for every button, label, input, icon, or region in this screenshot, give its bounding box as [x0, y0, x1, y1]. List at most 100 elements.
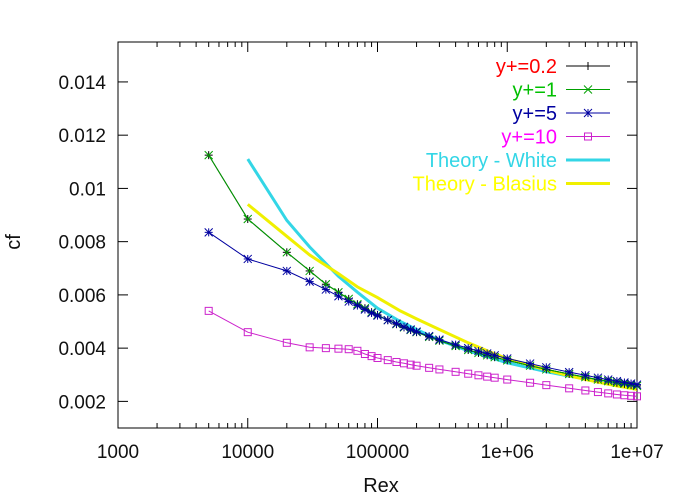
square-marker — [435, 365, 444, 374]
square-marker — [593, 388, 602, 397]
square-marker — [406, 360, 415, 369]
x-tick-label: 1e+06 — [481, 442, 534, 463]
star-marker — [525, 359, 535, 368]
star-marker — [451, 340, 460, 350]
square-marker — [305, 343, 314, 352]
star-marker — [474, 346, 483, 356]
series-line — [246, 203, 638, 391]
star-marker — [612, 376, 622, 386]
star-marker — [373, 311, 382, 321]
x-tick-label: 1e+07 — [610, 442, 663, 463]
square-marker — [565, 384, 574, 393]
square-marker — [627, 391, 636, 400]
square-marker — [584, 132, 592, 141]
square-marker — [321, 344, 330, 353]
legend-item: y+=10 — [501, 127, 610, 149]
square-marker — [392, 357, 401, 366]
square-marker — [353, 346, 362, 355]
square-marker — [451, 367, 460, 376]
star-marker — [632, 380, 642, 389]
star-marker — [334, 291, 343, 301]
square-marker — [604, 389, 613, 398]
series-line — [208, 231, 638, 386]
star-marker — [406, 325, 415, 334]
series-theory-blasius — [246, 203, 638, 391]
square-marker — [412, 361, 421, 370]
legend-label: Theory - White — [426, 150, 557, 172]
square-marker — [282, 338, 291, 347]
star-marker — [392, 319, 401, 329]
legend-item: Theory - White — [426, 150, 610, 172]
star-marker — [282, 266, 292, 276]
x-tick-label: 10000 — [221, 442, 274, 463]
x-marker — [204, 150, 214, 160]
square-marker — [483, 372, 492, 381]
legend-label: Theory - Blasius — [413, 174, 558, 196]
y-axis-label: cf — [3, 234, 25, 250]
star-marker — [204, 227, 214, 237]
square-marker — [474, 371, 483, 380]
star-marker — [367, 308, 376, 318]
legend-item: Theory - Blasius — [413, 174, 610, 196]
square-marker — [464, 369, 473, 378]
star-marker — [482, 349, 492, 358]
ticks-layer: 1000 10000 100000 1e+06 1e+07 0.002 0.004 0.006… — [58, 42, 664, 463]
star-marker — [353, 301, 362, 310]
star-marker — [243, 254, 253, 264]
star-marker — [412, 327, 421, 336]
square-marker — [503, 375, 512, 384]
star-marker — [593, 373, 603, 383]
star-marker — [603, 375, 613, 384]
star-marker — [541, 362, 551, 372]
series-y-10 — [204, 306, 641, 401]
legend-label: y+=0.2 — [496, 56, 557, 78]
star-marker — [383, 315, 393, 325]
legend-item: y+=1 — [513, 80, 610, 102]
legend-label: y+=5 — [513, 103, 557, 125]
star-marker — [564, 367, 574, 377]
x-axis-label: Rex — [363, 475, 399, 497]
y-tick-label: 0.004 — [58, 339, 106, 360]
y-tick-label: 0.014 — [58, 73, 106, 94]
star-marker — [399, 322, 409, 332]
square-marker — [243, 328, 252, 337]
square-marker — [204, 306, 213, 315]
square-marker — [581, 386, 590, 395]
star-marker — [305, 277, 315, 286]
y-tick-label: 0.012 — [58, 126, 106, 147]
y-tick-label: 0.006 — [58, 286, 106, 307]
legend-label: y+=1 — [513, 80, 557, 102]
x-marker — [243, 214, 253, 224]
series-line — [208, 310, 638, 397]
legend-label: y+=10 — [501, 127, 557, 149]
star-marker — [583, 108, 593, 118]
legend-item: y+=0.2 — [496, 56, 610, 78]
series-line — [208, 154, 638, 387]
x-marker — [305, 266, 315, 276]
square-marker — [542, 381, 551, 390]
square-marker — [344, 345, 353, 354]
series-y-5 — [204, 227, 642, 389]
square-marker — [612, 390, 621, 399]
series-layer — [204, 150, 642, 401]
square-marker — [367, 352, 376, 361]
square-marker — [383, 356, 392, 365]
square-marker — [490, 373, 499, 382]
star-marker — [360, 305, 370, 314]
y-tick-label: 0.008 — [58, 233, 106, 254]
square-marker — [633, 392, 641, 401]
star-marker — [435, 335, 444, 344]
star-marker — [502, 354, 512, 363]
square-marker — [425, 363, 434, 372]
y-tick-label: 0.002 — [58, 392, 106, 413]
star-marker — [424, 331, 434, 341]
star-marker — [344, 297, 354, 306]
legend-item: y+=5 — [513, 103, 610, 125]
star-marker — [463, 343, 473, 353]
x-marker — [583, 85, 593, 94]
x-tick-label: 100000 — [346, 442, 409, 463]
square-marker — [373, 353, 382, 362]
